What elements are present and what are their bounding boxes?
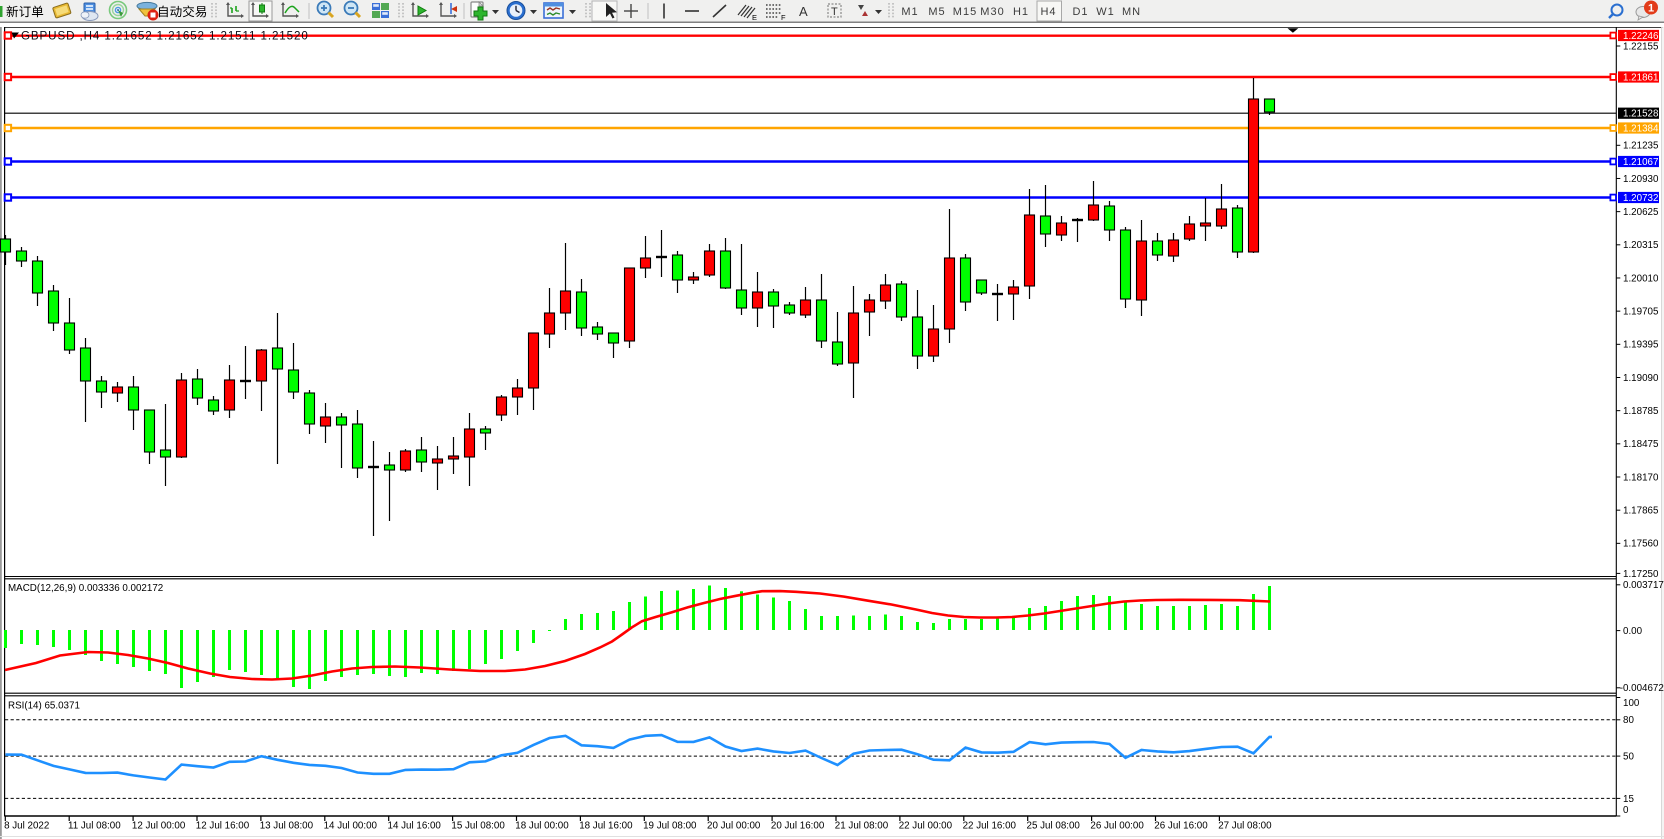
svg-text:1.21861: 1.21861 [1623,72,1658,83]
svg-text:27 Jul 08:00: 27 Jul 08:00 [1218,821,1272,832]
svg-text:D1: D1 [1072,6,1088,18]
svg-text:20 Jul 00:00: 20 Jul 00:00 [707,821,761,832]
svg-text:M5: M5 [928,6,945,18]
svg-text:80: 80 [1623,715,1634,726]
svg-text:1.20625: 1.20625 [1623,207,1659,218]
svg-text:1.21528: 1.21528 [1623,109,1659,120]
svg-text:14 Jul 16:00: 14 Jul 16:00 [388,821,442,832]
svg-text:26 Jul 00:00: 26 Jul 00:00 [1090,821,1144,832]
svg-text:19 Jul 08:00: 19 Jul 08:00 [643,821,697,832]
svg-text:RSI(14) 65.0371: RSI(14) 65.0371 [8,701,80,712]
svg-text:1.21384: 1.21384 [1623,123,1659,134]
svg-text:M1: M1 [901,6,918,18]
svg-text:1.18475: 1.18475 [1623,439,1659,450]
svg-text:1.20930: 1.20930 [1623,174,1659,185]
svg-text:22 Jul 16:00: 22 Jul 16:00 [963,821,1017,832]
svg-text:-0.004672: -0.004672 [1620,683,1664,694]
svg-text:GBPUSD ,H4 1.21652 1.21652 1.: GBPUSD ,H4 1.21652 1.21652 1.21511 1.215… [21,30,309,43]
svg-text:1.19705: 1.19705 [1623,307,1659,318]
svg-text:A: A [799,4,808,19]
svg-text:1: 1 [1648,3,1654,15]
svg-text:22 Jul 00:00: 22 Jul 00:00 [899,821,953,832]
svg-text:1.20315: 1.20315 [1623,240,1659,251]
svg-text:1.19395: 1.19395 [1623,340,1659,351]
svg-text:0: 0 [1623,805,1629,816]
svg-text:M30: M30 [980,6,1004,18]
svg-text:T: T [831,6,838,18]
svg-text:18 Jul 00:00: 18 Jul 00:00 [515,821,569,832]
svg-text:1.20732: 1.20732 [1623,193,1658,204]
svg-text:1.21235: 1.21235 [1623,141,1659,152]
svg-text:W1: W1 [1096,6,1115,18]
svg-text:13 Jul 08:00: 13 Jul 08:00 [260,821,314,832]
svg-text:MN: MN [1122,6,1141,18]
svg-text:11 Jul 08:00: 11 Jul 08:00 [68,821,121,832]
svg-text:25 Jul 08:00: 25 Jul 08:00 [1027,821,1081,832]
svg-text:1.19090: 1.19090 [1623,373,1659,384]
svg-text:15: 15 [1623,794,1634,805]
svg-text:1.17865: 1.17865 [1623,506,1659,517]
svg-text:26 Jul 16:00: 26 Jul 16:00 [1154,821,1208,832]
svg-text:E: E [752,13,757,22]
svg-text:F: F [781,13,786,22]
svg-text:1.17250: 1.17250 [1623,569,1659,580]
svg-text:1.17560: 1.17560 [1623,539,1659,550]
svg-text:1.22155: 1.22155 [1623,41,1659,52]
svg-text:1.18785: 1.18785 [1623,406,1659,417]
svg-text:0.003717: 0.003717 [1623,580,1664,591]
svg-text:18 Jul 16:00: 18 Jul 16:00 [579,821,633,832]
svg-text:100: 100 [1623,698,1640,709]
svg-text:MACD(12,26,9) 0.003336 0.00217: MACD(12,26,9) 0.003336 0.002172 [8,583,163,594]
svg-text:1.21067: 1.21067 [1623,157,1658,168]
svg-text:50: 50 [1623,752,1634,763]
svg-text:15 Jul 08:00: 15 Jul 08:00 [451,821,505,832]
svg-text:21 Jul 08:00: 21 Jul 08:00 [835,821,889,832]
svg-text:12 Jul 16:00: 12 Jul 16:00 [196,821,250,832]
svg-text:20 Jul 16:00: 20 Jul 16:00 [771,821,825,832]
svg-text:H4: H4 [1040,6,1056,18]
svg-text:12 Jul 00:00: 12 Jul 00:00 [132,821,186,832]
svg-text:1.20010: 1.20010 [1623,273,1659,284]
svg-text:0.00: 0.00 [1623,626,1643,637]
svg-text:1.22246: 1.22246 [1623,31,1659,42]
svg-text:1.18170: 1.18170 [1623,472,1659,483]
svg-text:8 Jul 2022: 8 Jul 2022 [4,821,49,832]
svg-text:H1: H1 [1013,6,1029,18]
svg-text:M15: M15 [953,6,977,18]
svg-text:14 Jul 00:00: 14 Jul 00:00 [324,821,378,832]
